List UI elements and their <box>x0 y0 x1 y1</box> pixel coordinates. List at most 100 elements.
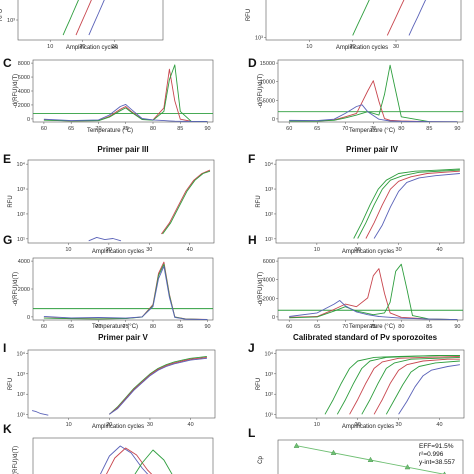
fit-annotation: EFF=91.5% <box>419 443 454 450</box>
series-line <box>361 356 460 415</box>
plot-frame <box>17 0 164 41</box>
y-axis-label: Cp <box>258 456 264 464</box>
y-tick-label: 10³ <box>255 36 263 42</box>
x-tick-label: 60 <box>41 126 47 132</box>
y-tick-label: 6000 <box>263 259 275 265</box>
y-tick-label: 10000 <box>260 80 275 86</box>
x-tick-label: 30 <box>393 44 399 50</box>
x-tick-label: 20 <box>350 44 356 50</box>
x-tick-label: 70 <box>342 324 348 330</box>
panel-letter: C <box>3 56 12 70</box>
y-tick-label: 4000 <box>263 278 275 284</box>
y-tick-label: 10¹ <box>17 237 25 243</box>
panel-d: D Temperature (°C) -d(RFU)/d(T) 60 65 70 75 80 8… <box>248 56 464 134</box>
panel-letter: H <box>248 233 257 247</box>
panel-title: Primer pair III <box>97 145 148 154</box>
x-axis-label: Temperature (°C) <box>349 128 395 134</box>
series-line <box>357 169 460 239</box>
x-tick-label: 85 <box>177 126 183 132</box>
y-tick-label: 10² <box>17 392 25 398</box>
plot-area <box>293 442 446 474</box>
plot-area <box>324 355 460 415</box>
series-line <box>105 447 153 474</box>
series-line <box>43 103 208 122</box>
x-tick-label: 40 <box>188 422 194 428</box>
y-tick-label: 4000 <box>18 89 30 95</box>
x-tick-label: 85 <box>426 126 432 132</box>
series-line <box>43 265 208 320</box>
panel-letter: J <box>248 341 255 355</box>
series-line <box>289 268 458 320</box>
x-tick-label: 70 <box>95 126 101 132</box>
x-tick-label: 65 <box>68 324 74 330</box>
series-line <box>289 263 458 320</box>
x-tick-label: 85 <box>426 324 432 330</box>
plot-area <box>88 169 211 242</box>
x-tick-label: 30 <box>146 247 152 253</box>
series-line <box>289 104 458 122</box>
x-tick-label: 65 <box>314 126 320 132</box>
series-line <box>31 410 49 416</box>
x-axis-label: Temperature (°C) <box>349 324 395 330</box>
x-tick-label: 80 <box>398 324 404 330</box>
y-tick-label: 5000 <box>263 98 275 104</box>
panel-title: Calibrated standard of Pv sporozoites <box>293 333 438 342</box>
y-axis-label: -d(RFU)/d(T) <box>13 446 19 474</box>
x-tick-label: 20 <box>79 44 85 50</box>
x-axis-label: Amplification cycles <box>342 249 394 255</box>
series-line <box>109 357 207 415</box>
y-axis-label: RFU <box>256 195 262 207</box>
x-tick-label: 40 <box>436 422 442 428</box>
series-line <box>289 64 458 122</box>
x-tick-label: 70 <box>95 324 101 330</box>
y-tick-label: 2000 <box>18 103 30 109</box>
panel-title: Primer pair IV <box>346 145 399 154</box>
series-line <box>108 355 207 415</box>
x-tick-label: 75 <box>123 126 129 132</box>
series-line <box>88 0 105 36</box>
y-axis-label: -d(RFU)/d(T) <box>258 74 264 108</box>
x-tick-label: 65 <box>68 126 74 132</box>
panel-g: G Temperature (°C) -d(RFU)/d(T) 60 65 70 75 80 8… <box>3 233 214 330</box>
x-tick-label: 40 <box>187 247 193 253</box>
data-point <box>367 456 374 462</box>
x-tick-label: 75 <box>370 126 376 132</box>
y-axis-label: -d(RFU)/d(T) <box>13 272 19 306</box>
x-tick-label: 10 <box>314 247 320 253</box>
series-line <box>162 170 211 235</box>
panel-top-right: Amplification cyclesRFU10203010³10² <box>246 0 462 51</box>
y-tick-label: 10⁴ <box>17 350 26 357</box>
y-tick-label: 10⁴ <box>265 161 274 168</box>
plot-frame <box>275 159 465 244</box>
x-tick-label: 90 <box>454 324 460 330</box>
x-tick-label: 60 <box>286 324 292 330</box>
y-tick-label: 0 <box>272 315 275 321</box>
y-axis-label: RFU <box>256 378 262 390</box>
panel-letter: E <box>3 152 11 166</box>
x-tick-label: 85 <box>177 324 183 330</box>
fit-annotation: y-int=38.557 <box>419 459 455 466</box>
y-tick-label: 2000 <box>18 287 30 293</box>
panel-letter: L <box>248 426 255 440</box>
x-tick-label: 75 <box>370 324 376 330</box>
panel-c: C Temperature (°C) -d(RFU)/d(T) 60 65 70 75 80 8… <box>3 56 214 134</box>
x-tick-label: 60 <box>286 126 292 132</box>
y-tick-label: 10² <box>17 212 25 218</box>
plot-area <box>278 64 463 122</box>
panel-f: F Primer pair IV Amplification cycles RFU 10… <box>248 145 465 255</box>
y-tick-label: 10³ <box>17 187 25 193</box>
x-tick-label: 20 <box>106 422 112 428</box>
series-line <box>352 0 370 36</box>
y-axis-label: RFU <box>246 9 252 21</box>
plot-area <box>353 168 460 239</box>
x-tick-label: 80 <box>150 126 156 132</box>
y-tick-label: 6000 <box>18 75 30 81</box>
panel-letter: F <box>248 152 255 166</box>
x-tick-label: 30 <box>396 422 402 428</box>
panel-letter: D <box>248 56 257 70</box>
plot-area <box>278 263 463 320</box>
panel-j: J Calibrated standard of Pv sporozoites Am… <box>248 333 465 430</box>
y-tick-label: 10⁴ <box>265 350 274 357</box>
